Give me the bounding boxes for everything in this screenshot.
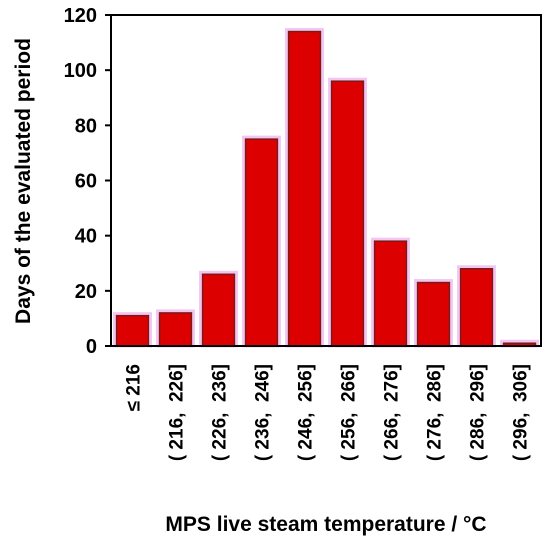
ticks-layer: ≤ 216 ( 216, 226] ( 226, 236] ( 236, 246] ( … (64, 5, 532, 461)
x-tick-label-7: ( 276, 286] (425, 364, 446, 461)
y-tick-label-4: 80 (75, 115, 97, 137)
bar-3 (244, 138, 279, 347)
bar-7 (416, 281, 451, 347)
bar-6 (373, 240, 408, 347)
x-tick-label-5: ( 256, 266] (339, 364, 360, 461)
y-tick-label-1: 20 (75, 281, 97, 303)
bar-0 (115, 314, 150, 347)
y-tick-label-5: 100 (64, 60, 97, 82)
bars-layer (113, 28, 539, 348)
x-tick-label-3: ( 236, 246] (253, 364, 274, 461)
x-tick-label-9: ( 296, 306] (511, 364, 532, 461)
y-tick-label-6: 120 (64, 5, 97, 27)
x-tick-label-8: ( 286, 296] (468, 364, 489, 461)
x-tick-label-2: ( 226, 236] (210, 364, 231, 461)
x-tick-label-1: ( 216, 226] (167, 364, 188, 461)
axes-layer (105, 14, 542, 347)
bar-4 (287, 30, 322, 347)
bar-5 (330, 80, 365, 347)
x-tick-label-6: ( 266, 276] (382, 364, 403, 461)
bar-8 (459, 268, 494, 347)
y-axis-title: Days of the evaluated period (12, 38, 35, 324)
y-tick-label-0: 0 (86, 336, 97, 358)
x-tick-label-4: ( 246, 256] (296, 364, 317, 461)
y-tick-label-2: 40 (75, 226, 97, 248)
x-tick-label-0: ≤ 216 (124, 364, 145, 411)
bar-1 (158, 312, 193, 347)
x-axis-title: MPS live steam temperature / °C (165, 513, 486, 536)
y-tick-label-3: 60 (75, 171, 97, 193)
bar-2 (201, 273, 236, 347)
